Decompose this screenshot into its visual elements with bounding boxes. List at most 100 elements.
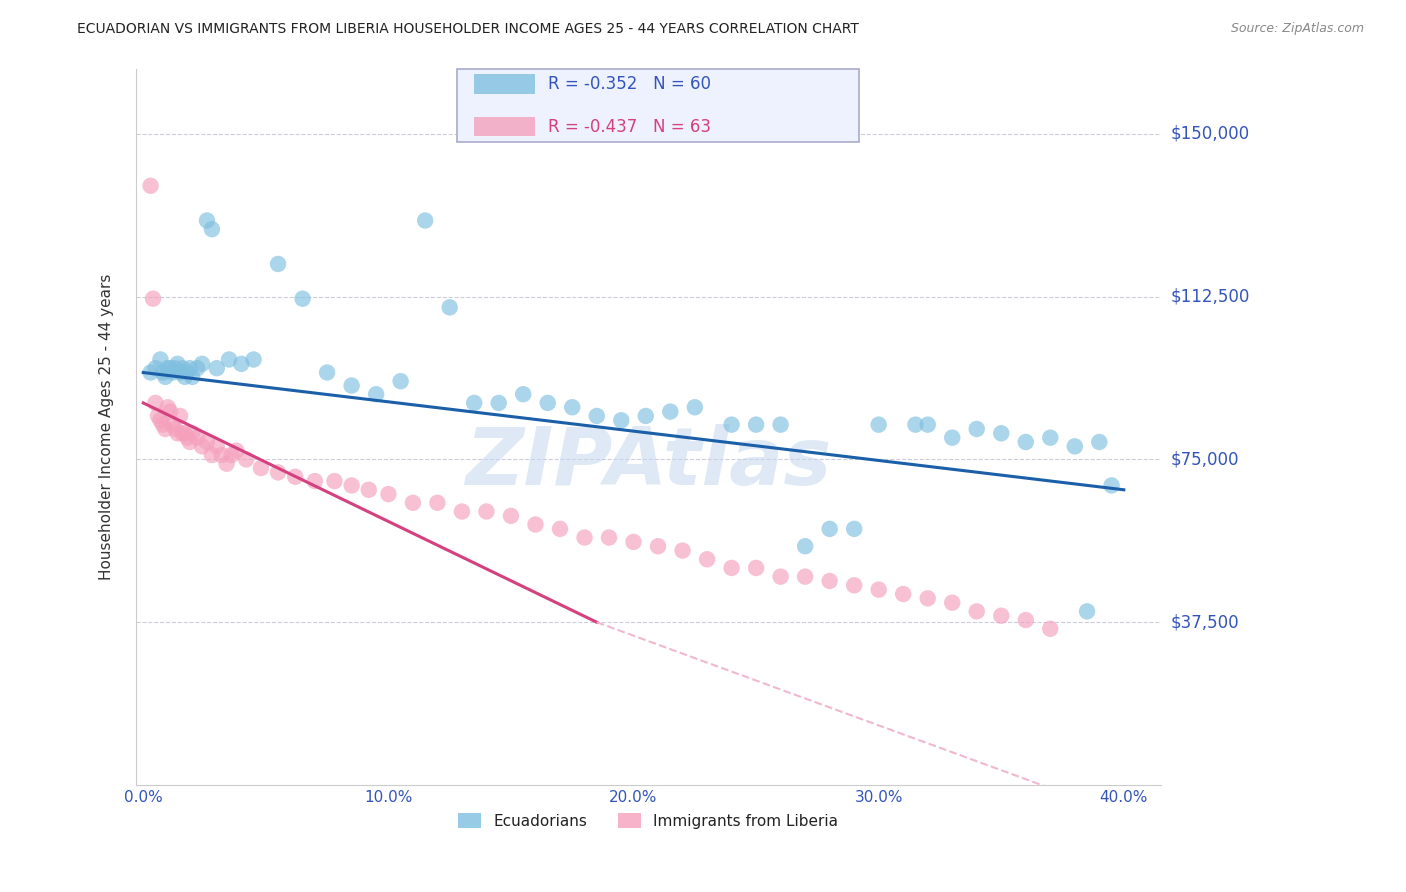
Point <box>162 417 184 432</box>
Point <box>917 591 939 606</box>
Point <box>142 292 165 306</box>
Point <box>159 361 181 376</box>
Bar <box>474 74 536 94</box>
Point <box>891 587 914 601</box>
Point <box>426 496 449 510</box>
Point <box>402 496 425 510</box>
Point <box>585 409 607 423</box>
Text: $112,500: $112,500 <box>1170 287 1250 306</box>
Point <box>463 396 485 410</box>
Point <box>966 604 988 618</box>
Point <box>201 222 224 236</box>
Point <box>191 439 214 453</box>
Point <box>720 417 742 432</box>
Y-axis label: Householder Income Ages 25 - 44 years: Householder Income Ages 25 - 44 years <box>100 274 114 580</box>
Point <box>179 435 201 450</box>
Point <box>284 469 307 483</box>
Point <box>242 352 264 367</box>
Point <box>195 213 218 227</box>
Point <box>172 426 194 441</box>
Text: $150,000: $150,000 <box>1170 125 1250 143</box>
Point <box>176 431 198 445</box>
Point <box>610 413 633 427</box>
Point <box>340 478 363 492</box>
Point <box>139 366 162 380</box>
Point <box>267 466 290 480</box>
Point <box>149 352 172 367</box>
Point <box>1015 435 1038 450</box>
Point <box>145 396 167 410</box>
Text: $37,500: $37,500 <box>1170 613 1239 632</box>
Point <box>267 257 290 271</box>
Point <box>671 543 693 558</box>
Point <box>818 574 841 588</box>
Point <box>165 361 187 376</box>
Point <box>524 517 547 532</box>
Point <box>155 369 177 384</box>
Point <box>225 443 247 458</box>
Point <box>169 409 191 423</box>
Point <box>720 561 742 575</box>
Point <box>152 366 174 380</box>
Point <box>659 404 682 418</box>
Point <box>1101 478 1123 492</box>
Point <box>291 292 314 306</box>
Point <box>1015 613 1038 627</box>
Point <box>745 561 768 575</box>
Point <box>235 452 257 467</box>
Point <box>904 417 927 432</box>
Bar <box>474 117 536 136</box>
Point <box>162 366 184 380</box>
Point <box>304 474 326 488</box>
Point <box>745 417 768 432</box>
Point <box>1039 431 1062 445</box>
Point <box>174 426 197 441</box>
Point <box>439 301 461 315</box>
Point <box>181 426 204 441</box>
Point <box>172 361 194 376</box>
Point <box>152 417 174 432</box>
Point <box>512 387 534 401</box>
Point <box>598 531 620 545</box>
Point <box>475 504 498 518</box>
Point <box>146 409 169 423</box>
Point <box>451 504 474 518</box>
Point <box>366 387 388 401</box>
Point <box>169 366 191 380</box>
Point <box>186 431 208 445</box>
Text: R = -0.437   N = 63: R = -0.437 N = 63 <box>548 118 710 136</box>
Point <box>250 461 273 475</box>
Point <box>696 552 718 566</box>
Point <box>537 396 560 410</box>
Point <box>844 578 866 592</box>
Point <box>966 422 988 436</box>
Point <box>844 522 866 536</box>
Point <box>149 413 172 427</box>
Point <box>990 426 1012 441</box>
Text: ECUADORIAN VS IMMIGRANTS FROM LIBERIA HOUSEHOLDER INCOME AGES 25 - 44 YEARS CORR: ECUADORIAN VS IMMIGRANTS FROM LIBERIA HO… <box>77 22 859 37</box>
Text: ZIPAtlas: ZIPAtlas <box>465 424 831 501</box>
Point <box>166 357 188 371</box>
Point <box>548 522 571 536</box>
Point <box>634 409 657 423</box>
Point <box>488 396 510 410</box>
Point <box>574 531 596 545</box>
Point <box>990 608 1012 623</box>
Point <box>316 366 339 380</box>
Point <box>917 417 939 432</box>
Point <box>176 366 198 380</box>
Point <box>1088 435 1111 450</box>
FancyBboxPatch shape <box>457 69 859 143</box>
Point <box>794 569 817 583</box>
Point <box>221 448 243 462</box>
Point <box>340 378 363 392</box>
Point <box>818 522 841 536</box>
Point <box>159 404 181 418</box>
Point <box>794 539 817 553</box>
Legend: Ecuadorians, Immigrants from Liberia: Ecuadorians, Immigrants from Liberia <box>453 806 844 835</box>
Point <box>941 431 963 445</box>
Point <box>215 457 238 471</box>
Point <box>156 361 179 376</box>
Point <box>1039 622 1062 636</box>
Point <box>1063 439 1085 453</box>
